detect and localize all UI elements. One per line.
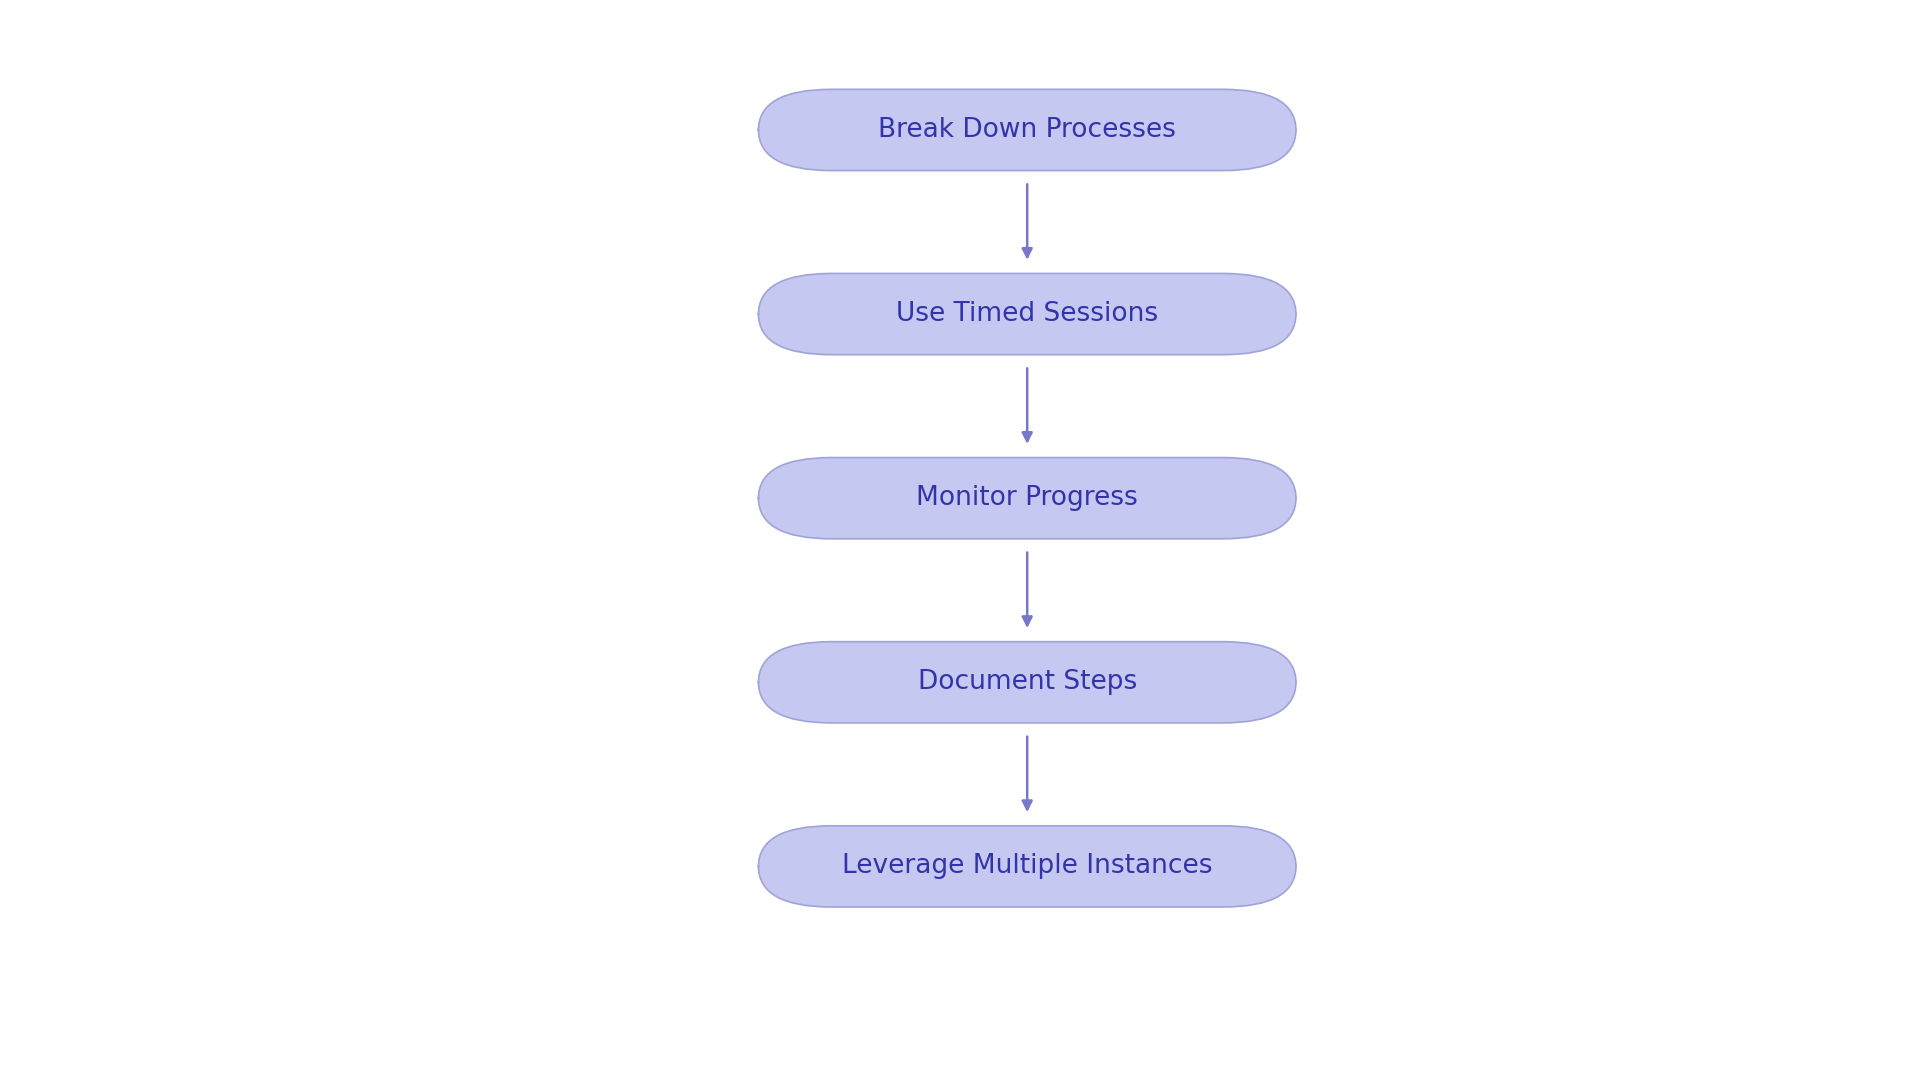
Text: Break Down Processes: Break Down Processes — [877, 117, 1177, 143]
FancyBboxPatch shape — [758, 641, 1296, 723]
Text: Leverage Multiple Instances: Leverage Multiple Instances — [843, 853, 1212, 879]
Text: Monitor Progress: Monitor Progress — [916, 485, 1139, 511]
FancyBboxPatch shape — [758, 826, 1296, 908]
FancyBboxPatch shape — [758, 457, 1296, 538]
FancyBboxPatch shape — [758, 274, 1296, 355]
Text: Document Steps: Document Steps — [918, 669, 1137, 695]
FancyBboxPatch shape — [758, 90, 1296, 170]
Text: Use Timed Sessions: Use Timed Sessions — [897, 301, 1158, 327]
